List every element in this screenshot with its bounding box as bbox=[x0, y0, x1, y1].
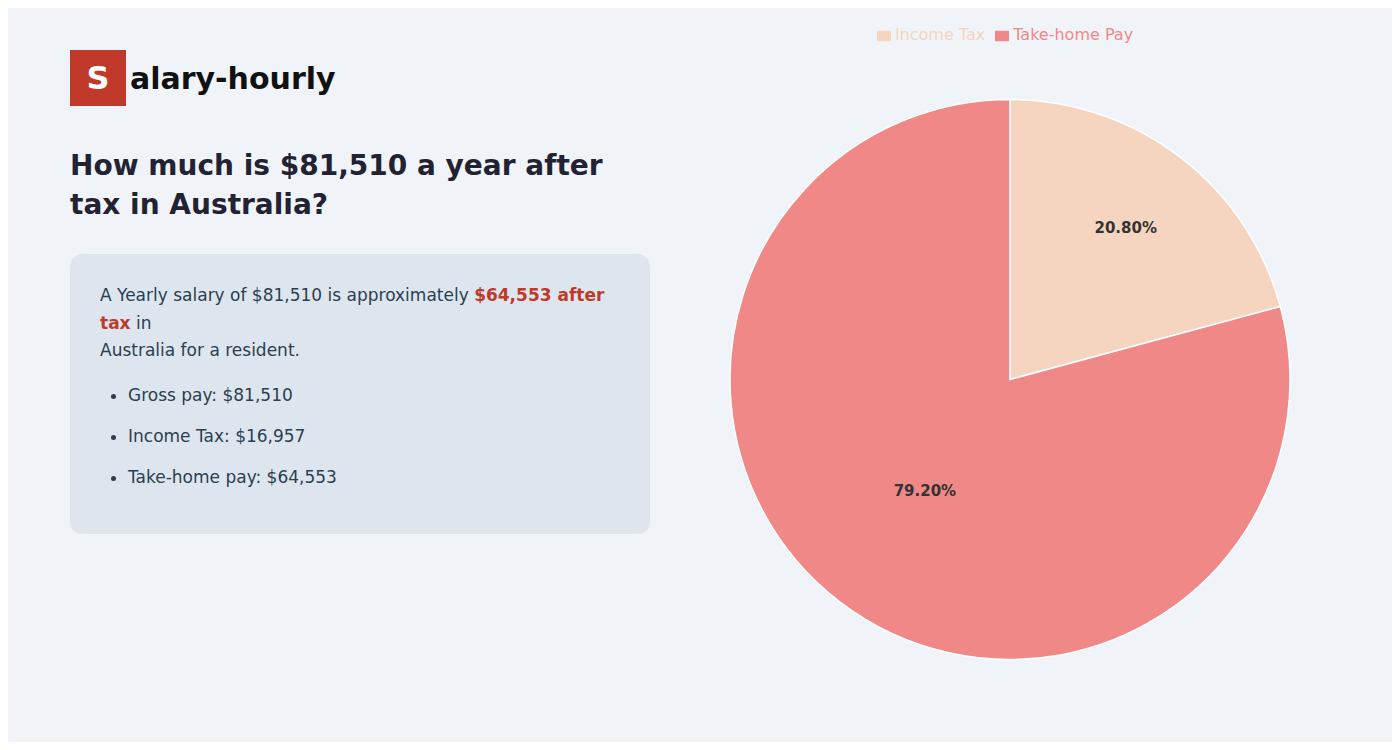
html-text:Income Tax: $16,957: Income Tax: $16,957 bbox=[128, 426, 306, 447]
html-text:Gross pay: $81,510: Gross pay: $81,510 bbox=[128, 384, 293, 405]
html-text:Australia for a resident.: Australia for a resident. bbox=[100, 339, 300, 360]
svg-text:79.20%: 79.20% bbox=[894, 482, 956, 500]
html-text:Income Tax: Income Tax bbox=[894, 25, 986, 44]
html-text:A Yearly salary of $81,510 is: A Yearly salary of $81,510 is approximat… bbox=[100, 285, 605, 333]
html-text:Take-home pay: $64,553: Take-home pay: $64,553 bbox=[128, 467, 337, 488]
html-text:Take-home Pay: Take-home Pay bbox=[1013, 25, 1134, 44]
html-text:S: S bbox=[86, 59, 110, 97]
svg-text:20.80%: 20.80% bbox=[1095, 219, 1157, 237]
html-text:alary-hourly: alary-hourly bbox=[130, 60, 336, 96]
html-text:How much is $81,510 a year aft: How much is $81,510 a year after tax in … bbox=[70, 149, 603, 222]
